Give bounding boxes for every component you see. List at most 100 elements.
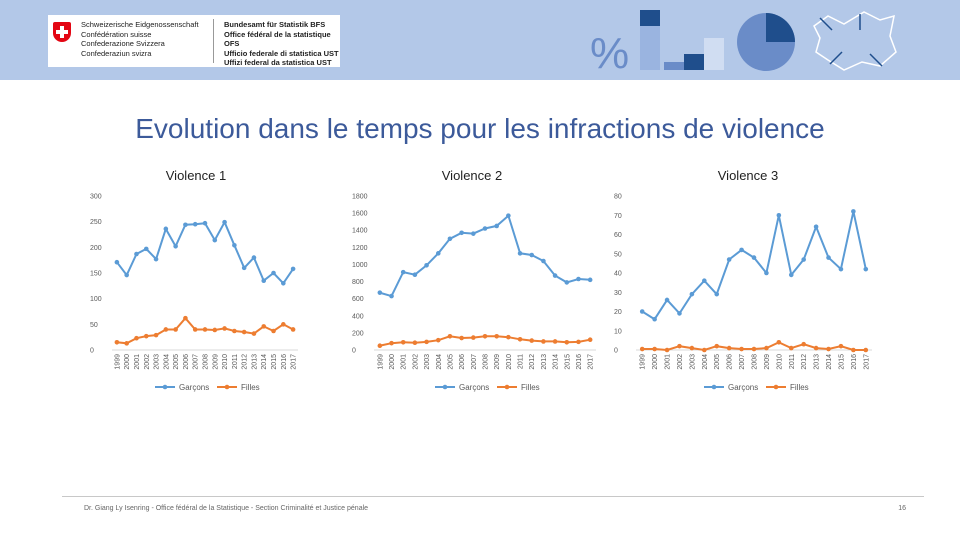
data-point (412, 272, 418, 278)
statistics-decoration-icon: % (590, 10, 897, 76)
data-point (587, 277, 593, 283)
x-tick-label: 2007 (739, 354, 746, 370)
x-tick-label: 2008 (203, 354, 210, 370)
data-point (153, 256, 159, 262)
x-tick-label: 2017 (863, 354, 870, 370)
data-point (576, 276, 581, 282)
data-point (517, 337, 523, 342)
y-tick-label: 50 (614, 251, 622, 258)
data-point (134, 251, 139, 257)
x-tick-label: 2016 (851, 354, 858, 370)
x-tick-label: 2007 (193, 354, 200, 370)
x-tick-label: 1999 (114, 354, 121, 370)
x-tick-label: 2014 (553, 354, 560, 370)
data-point (506, 213, 511, 218)
data-point (506, 334, 511, 340)
chart-2-title: Violence 2 (441, 168, 503, 183)
y-tick-label: 1600 (352, 211, 368, 218)
data-point (813, 224, 819, 230)
data-point (447, 334, 453, 339)
y-tick-label: 300 (90, 194, 102, 201)
data-point (241, 329, 247, 335)
legend-swatch-marker (224, 384, 230, 390)
data-point (281, 322, 286, 327)
data-point (202, 220, 208, 226)
x-tick-label: 2002 (144, 354, 151, 370)
x-tick-label: 2015 (564, 354, 571, 370)
y-tick-label: 40 (614, 271, 622, 278)
x-tick-label: 2005 (714, 354, 721, 370)
data-point (192, 221, 198, 227)
series-line-garcons (641, 211, 867, 321)
data-point (564, 280, 570, 285)
data-point (173, 244, 178, 249)
data-point (788, 345, 794, 351)
x-tick-label: 2004 (163, 354, 170, 370)
data-point (776, 212, 782, 218)
x-tick-label: 2001 (665, 354, 672, 370)
x-tick-label: 2011 (518, 354, 525, 369)
pie-slice-icon (766, 13, 795, 42)
data-point (541, 339, 546, 344)
x-tick-label: 2000 (389, 354, 396, 370)
data-point (776, 340, 782, 345)
y-tick-label: 80 (614, 194, 622, 201)
x-tick-label: 2006 (459, 354, 466, 370)
x-tick-label: 2005 (173, 354, 180, 370)
data-point (114, 340, 120, 345)
y-tick-label: 400 (352, 313, 364, 320)
data-point (261, 324, 267, 329)
data-point (377, 343, 383, 349)
data-point (261, 278, 267, 283)
data-point (212, 327, 218, 333)
data-point (726, 257, 732, 262)
legend-swatch-marker (773, 384, 779, 390)
data-point (494, 223, 499, 229)
y-tick-label: 60 (614, 232, 622, 239)
percent-icon: % (590, 29, 629, 76)
country-name-it: Confederazione Svizzera (81, 39, 165, 48)
data-point (639, 346, 645, 352)
data-point (400, 269, 406, 275)
data-point (232, 328, 237, 334)
x-tick-label: 2013 (541, 354, 548, 370)
data-point (153, 332, 159, 338)
x-tick-label: 2011 (232, 354, 239, 369)
data-point (173, 327, 178, 332)
data-point (114, 259, 120, 265)
arrow-icon (819, 17, 833, 31)
data-point (826, 255, 831, 260)
y-tick-label: 200 (90, 245, 102, 252)
y-tick-label: 200 (352, 330, 364, 337)
data-point (435, 251, 441, 256)
y-tick-label: 0 (90, 348, 94, 355)
y-tick-label: 20 (614, 309, 622, 316)
data-point (576, 339, 581, 345)
data-point (552, 273, 558, 278)
swiss-flag-icon (53, 22, 71, 42)
data-point (813, 345, 819, 351)
legend-label: Garçons (459, 383, 489, 392)
data-point (389, 293, 394, 299)
x-tick-label: 2001 (134, 354, 141, 370)
data-point (241, 265, 247, 271)
data-point (826, 346, 831, 352)
y-tick-label: 1000 (352, 262, 368, 269)
office-name-fr: Office fédéral de la statistique OFS (224, 29, 331, 49)
x-tick-label: 2002 (412, 354, 419, 370)
y-tick-label: 50 (90, 322, 98, 329)
office-name-rm: Uffizi federal da statistica UST (224, 58, 332, 67)
bar-block-icon (704, 38, 724, 70)
office-names: Bundesamt für Statistik BFS Office fédér… (224, 20, 340, 68)
data-point (163, 226, 169, 232)
data-point (424, 339, 429, 345)
country-name-rm: Confederaziun svizra (81, 48, 152, 58)
data-point (851, 209, 856, 214)
data-point (271, 328, 276, 334)
series-line-garcons (116, 219, 294, 285)
slide-title: Evolution dans le temps pour les infract… (135, 113, 825, 144)
y-tick-label: 600 (352, 296, 364, 303)
x-tick-label: 2008 (752, 354, 759, 370)
